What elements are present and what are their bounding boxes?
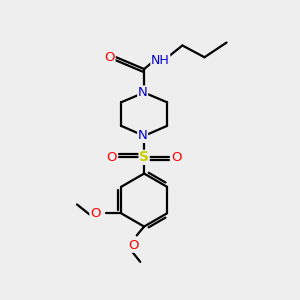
Text: O: O	[106, 151, 117, 164]
Text: N: N	[138, 86, 148, 99]
Text: N: N	[138, 129, 148, 142]
Text: O: O	[171, 151, 182, 164]
Text: O: O	[128, 239, 139, 252]
Text: O: O	[90, 207, 101, 220]
Text: S: S	[139, 150, 149, 164]
Text: NH: NH	[151, 54, 170, 67]
Text: O: O	[104, 51, 115, 64]
